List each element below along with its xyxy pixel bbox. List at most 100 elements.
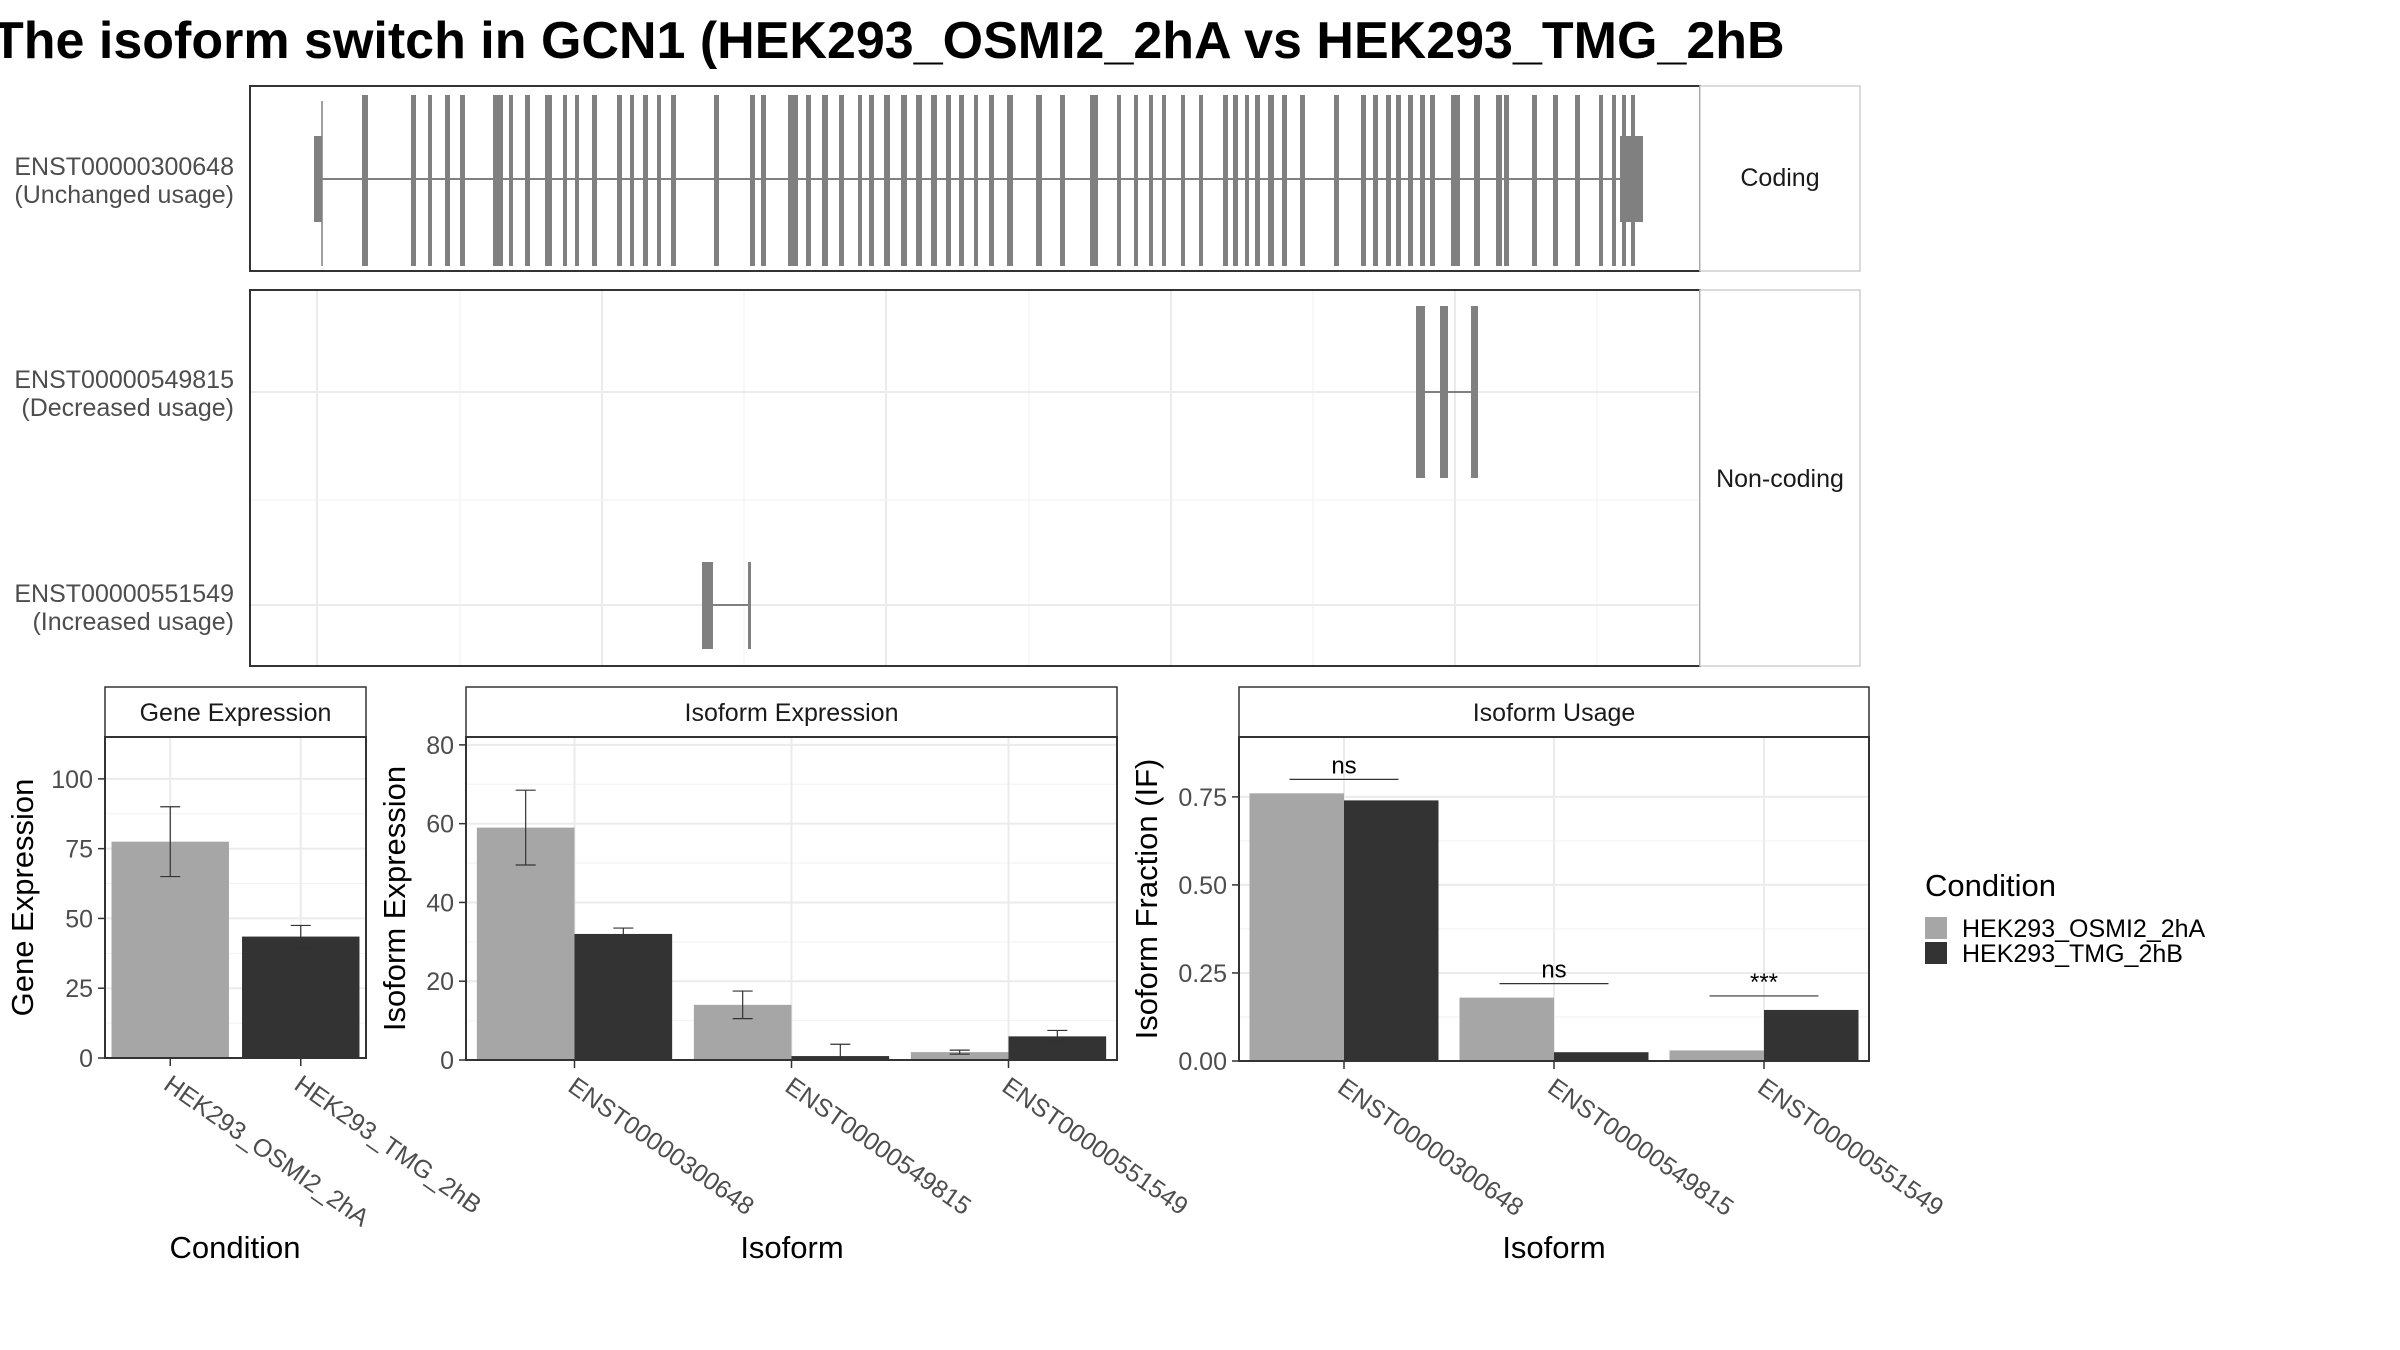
exon — [525, 95, 530, 266]
condition-legend: Condition HEK293_OSMI2_2hA HEK293_TMG_2h… — [1925, 868, 2206, 968]
x-tick-label: ENST00000549815 — [1543, 1073, 1739, 1222]
bar — [1669, 1050, 1764, 1061]
exon — [1134, 95, 1138, 266]
y-axis-title: Isoform Fraction (IF) — [1129, 759, 1164, 1040]
panel-strip-label: Isoform Expression — [685, 699, 899, 727]
y-tick-label: 25 — [65, 975, 93, 1003]
exon — [1631, 95, 1635, 266]
isoform-3-usage: (Increased usage) — [32, 608, 234, 636]
x-tick-label: ENST00000549815 — [780, 1072, 976, 1221]
bar — [910, 1052, 1009, 1060]
x-tick-label: ENST00000551549 — [997, 1072, 1193, 1221]
exon — [1408, 95, 1413, 266]
exon — [1532, 95, 1537, 266]
exon — [1496, 95, 1502, 266]
exon — [592, 95, 597, 266]
exon — [1233, 95, 1238, 266]
panel-strip — [104, 686, 367, 738]
isoform-labels: ENST00000300648 (Unchanged usage) ENST00… — [14, 153, 234, 636]
y-tick-label: 40 — [426, 889, 454, 917]
exon — [788, 95, 798, 266]
exon — [1396, 95, 1401, 266]
y-axis-title: Gene Expression — [5, 779, 40, 1017]
exon — [1181, 95, 1185, 266]
noncoding-structure-panel: Non-coding — [249, 289, 1861, 667]
bar — [574, 933, 673, 1060]
x-tick-label: HEK293_OSMI2_2hA — [159, 1070, 375, 1233]
bar — [1554, 1052, 1649, 1061]
panel-strip — [1238, 686, 1870, 738]
exon — [822, 95, 828, 266]
exon — [714, 95, 719, 266]
bar — [1459, 997, 1554, 1061]
bar — [242, 936, 360, 1058]
exon — [1282, 95, 1287, 266]
exon — [1245, 95, 1249, 266]
exon — [1223, 95, 1228, 266]
exon — [630, 95, 634, 266]
y-tick-label: 75 — [65, 836, 93, 864]
exon — [869, 95, 874, 266]
legend-label-tmg: HEK293_TMG_2hB — [1962, 940, 2183, 968]
exon — [575, 95, 579, 266]
exon — [916, 95, 922, 266]
exon — [1575, 95, 1580, 266]
exon — [761, 95, 766, 266]
isoform-2-id: ENST00000549815 — [14, 366, 234, 394]
exon — [1060, 95, 1065, 266]
exon — [445, 95, 450, 266]
x-axis-title: Condition — [170, 1230, 301, 1265]
isoform-3-id: ENST00000551549 — [14, 580, 234, 608]
transcript-ENST00000300648-model — [314, 95, 1643, 266]
exon — [901, 95, 907, 266]
exon — [1451, 95, 1460, 266]
isoform-1-usage: (Unchanged usage) — [14, 181, 234, 209]
exon — [1268, 95, 1274, 266]
exon — [509, 95, 513, 266]
y-tick-label: 100 — [51, 766, 93, 794]
exon — [946, 95, 951, 266]
exon — [1474, 95, 1480, 266]
noncoding-strip-label: Non-coding — [1716, 465, 1844, 493]
coding-strip-label: Coding — [1740, 164, 1819, 192]
exon — [750, 95, 755, 266]
exon — [1199, 95, 1203, 266]
exon — [563, 95, 567, 266]
exon — [1386, 95, 1391, 266]
panel-border — [104, 736, 367, 1059]
exon — [493, 95, 503, 266]
y-tick-label: 0.00 — [1178, 1048, 1227, 1076]
panel-strip-label: Isoform Usage — [1473, 699, 1636, 727]
legend-swatch-osmi2 — [1925, 917, 1947, 939]
y-tick-label: 20 — [426, 968, 454, 996]
bar — [111, 841, 229, 1058]
x-axis-title: Isoform — [1502, 1230, 1605, 1265]
legend-swatch-tmg — [1925, 942, 1947, 964]
y-tick-label: 0.75 — [1178, 784, 1227, 812]
bar — [476, 827, 575, 1060]
exon — [428, 95, 432, 266]
exon — [545, 95, 552, 266]
exon — [1036, 95, 1042, 266]
exon — [1090, 95, 1098, 266]
exon — [1149, 95, 1153, 266]
exon — [884, 95, 890, 266]
isoform-usage-chart: Isoform Usage 0.00 0.25 0.50 0.75 ns ns *** ENST… — [1129, 686, 1949, 1265]
panel-strip-label: Gene Expression — [140, 699, 332, 727]
exon — [411, 95, 416, 266]
y-tick-label: 50 — [65, 905, 93, 933]
panel-strip — [465, 686, 1118, 738]
exon — [1430, 95, 1435, 266]
gene-expression-chart: Gene Expression 0 25 50 75 100 HEK293_OSMI2_2h… — [5, 686, 486, 1265]
coding-structure-panel: Coding — [249, 85, 1861, 272]
exon — [1007, 95, 1013, 266]
exon — [989, 95, 994, 266]
exon — [1373, 95, 1378, 266]
exon — [1361, 95, 1366, 266]
y-tick-label: 0.25 — [1178, 960, 1227, 988]
exon — [1622, 95, 1626, 266]
exon — [671, 95, 676, 266]
exon — [806, 95, 811, 266]
y-tick-label: 0 — [79, 1045, 93, 1073]
